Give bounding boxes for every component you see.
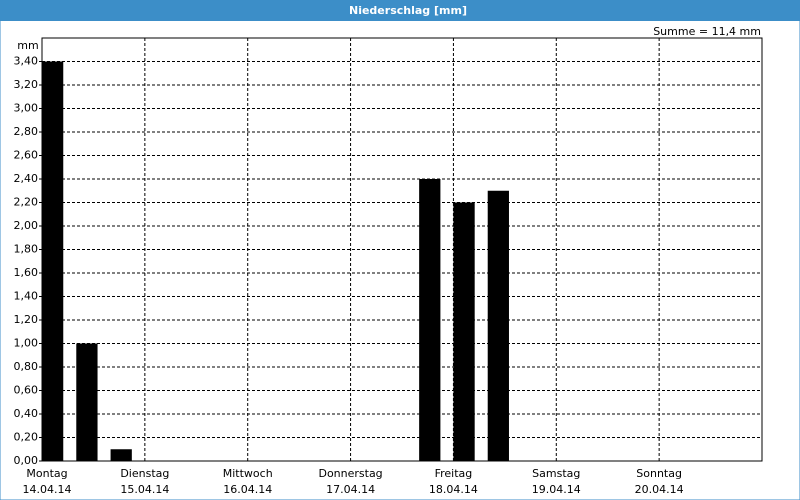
bar [42,61,64,461]
x-tick-label: Donnerstag [318,467,382,480]
x-tick-label: Sonntag [636,467,682,480]
chart-title: Niederschlag [mm] [349,4,467,17]
y-tick-label: 0,00 [14,454,39,467]
x-tick-date: 15.04.14 [120,483,169,496]
x-tick-date: 19.04.14 [532,483,581,496]
plot-border [41,37,763,462]
y-tick-label: 1,40 [14,290,39,303]
x-tick-label: Mittwoch [223,467,273,480]
y-tick-label: 1,80 [14,243,39,256]
y-tick-label: 3,20 [14,78,39,91]
bar [487,190,509,461]
y-tick-label: 1,20 [14,313,39,326]
y-tick-label: 0,80 [14,360,39,373]
y-tick-label: 1,60 [14,266,39,279]
y-tick-label: 2,60 [14,149,39,162]
x-tick-date: 14.04.14 [23,483,72,496]
y-unit-label: mm [17,39,38,52]
x-tick-date: 20.04.14 [635,483,684,496]
bar [453,202,475,461]
x-tick-date: 18.04.14 [429,483,478,496]
sum-annotation: Summe = 11,4 mm [653,25,761,38]
x-tick-date: 16.04.14 [223,483,272,496]
y-tick-label: 0,40 [14,407,39,420]
x-tick-label: Samstag [532,467,580,480]
y-tick-label: 2,40 [14,172,39,185]
bar [110,449,132,461]
x-tick-date: 17.04.14 [326,483,375,496]
x-tick-label: Montag [26,467,67,480]
y-tick-label: 0,20 [14,431,39,444]
y-tick-label: 3,00 [14,102,39,115]
y-tick-label: 2,20 [14,196,39,209]
y-tick-label: 0,60 [14,384,39,397]
y-tick-label: 1,00 [14,337,39,350]
x-tick-label: Freitag [435,467,473,480]
x-tick-label: Dienstag [120,467,169,480]
y-tick-label: 2,80 [14,125,39,138]
bar [419,179,441,461]
y-tick-label: 2,00 [14,219,39,232]
title-bar [0,0,800,21]
bar [76,343,98,461]
y-tick-label: 3,40 [14,55,39,68]
